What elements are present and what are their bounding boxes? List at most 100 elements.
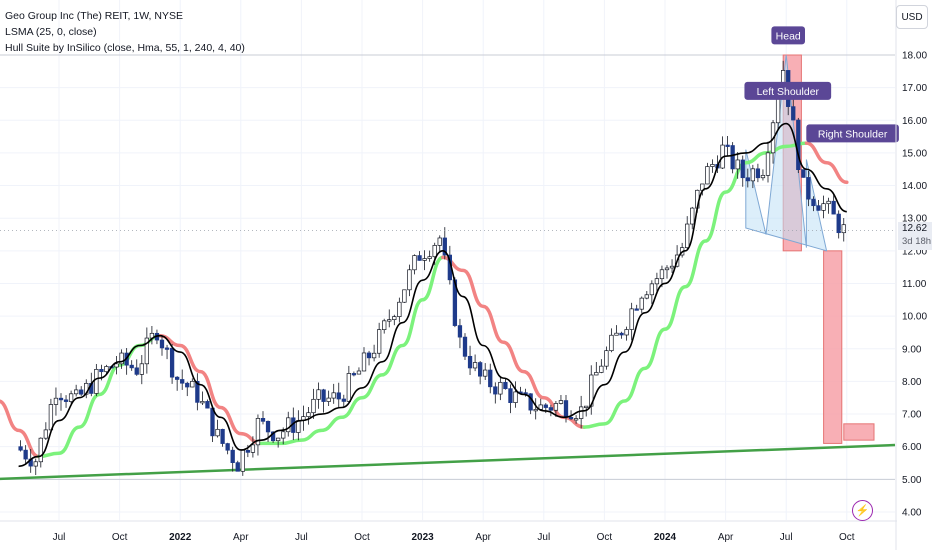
candle-body [725,144,730,147]
candle-body [240,450,245,472]
candle-body [281,431,286,439]
currency-button[interactable]: USD [896,5,928,29]
candle-body [578,406,584,419]
candle-body [346,373,351,402]
price-tick-label: 10.00 [902,312,927,323]
candle-body [114,363,119,368]
candle-body [437,237,442,246]
candle-body [371,352,377,359]
candle-body [629,308,634,330]
candle-body [472,362,478,369]
hull-indicator-label[interactable]: Hull Suite by InSilico (close, Hma, 55, … [5,42,245,54]
price-tick-label: 13.00 [902,214,927,225]
price-tick-label: 9.00 [902,344,922,355]
candle-body [553,403,559,411]
candle-body [760,174,766,179]
candle-body [841,224,846,234]
candle-body [503,382,508,390]
candle-body [791,106,796,121]
candle-body [270,431,276,442]
candle-body [659,269,665,280]
candle-body [806,177,811,200]
time-tick-label: Jul [295,532,308,543]
candle-body [387,319,392,322]
candle-body [18,446,23,451]
pattern-label: Right Shoulder [818,128,888,140]
candle-body [604,350,609,367]
candle-body [144,337,150,365]
candle-body [129,364,134,369]
candle-body [690,207,695,225]
price-tick-label: 11.00 [902,279,927,290]
pattern-label: Left Shoulder [757,86,820,98]
price-tick-label: 4.00 [902,507,922,518]
hull-segment-down [804,141,849,185]
candle-body [397,301,402,317]
candle-body [94,369,99,394]
time-tick-label: Apr [475,532,491,543]
candle-body [134,367,139,375]
candle-body [402,289,407,303]
candle-body [43,429,48,439]
candle-body [568,416,574,420]
candle-body [220,428,225,444]
candle-body [99,369,104,373]
candle-body [73,389,79,395]
candle-body [664,267,670,271]
candle-body [740,159,745,179]
candle-body [225,443,230,451]
price-tick-label: 16.00 [902,116,927,127]
candle-body [58,397,64,401]
candle-body [488,369,493,388]
time-tick-label: Oct [354,532,370,543]
time-tick-label: Apr [718,532,734,543]
candle-body [467,355,473,369]
candle-body [351,373,357,376]
candle-body [508,388,513,403]
price-tick-label: 17.00 [902,83,927,94]
candle-body [796,119,801,170]
candle-body [164,347,170,350]
candle-body [316,389,321,400]
candle-body [594,372,599,376]
candle-body [180,379,185,384]
trendline [0,443,896,481]
symbol-title[interactable]: Geo Group Inc (The) REIT, 1W, NYSE [5,10,183,22]
chart-legend: Geo Group Inc (The) REIT, 1W, NYSE LSMA … [5,8,245,56]
candle-body [422,258,427,261]
time-tick-label: 2023 [411,532,434,543]
candle-body [710,164,715,167]
candle-body [336,392,341,400]
candle-body [48,404,54,431]
candle-body [816,205,821,211]
target-box [843,423,875,441]
candle-body [801,169,806,178]
candle-body [23,449,28,460]
candle-body [321,389,326,402]
candle-body [356,370,362,375]
candle-body [831,200,836,215]
candle-body [483,369,488,377]
candle-body [457,325,463,338]
candle-body [599,365,604,373]
candle-body [53,397,59,405]
candle-body [230,449,235,463]
candle-body [498,382,503,395]
price-tick-label: 6.00 [902,442,922,453]
lsma-indicator-label[interactable]: LSMA (25, 0, close) [5,26,97,38]
price-tick-label: 12.00 [902,246,927,257]
time-tick-label: 2022 [169,532,192,543]
candle-body [493,386,498,395]
candle-body [260,418,266,422]
candle-body [533,409,538,412]
lightning-icon[interactable]: ⚡ [852,500,873,521]
time-tick-label: Oct [597,532,613,543]
candle-body [79,389,84,395]
candle-body [826,200,831,205]
candle-body [33,461,38,467]
candle-body [377,329,382,354]
candle-body [38,437,43,463]
candle-body [185,382,190,388]
hull-suite-line [0,141,849,459]
